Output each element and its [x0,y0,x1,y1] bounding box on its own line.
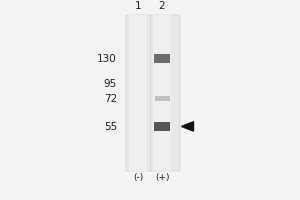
Bar [153,15,171,171]
Text: 55: 55 [104,122,117,132]
Text: 95: 95 [104,79,117,89]
Text: 130: 130 [97,54,117,64]
Text: 1: 1 [135,1,141,11]
Polygon shape [182,122,194,131]
Text: (+): (+) [155,173,169,182]
Bar [129,15,147,171]
Bar [154,96,169,101]
Text: 2: 2 [159,1,165,11]
Text: (-): (-) [133,173,143,182]
Bar [154,54,170,63]
Bar [126,15,180,171]
Text: 72: 72 [104,94,117,104]
Bar [154,122,170,131]
